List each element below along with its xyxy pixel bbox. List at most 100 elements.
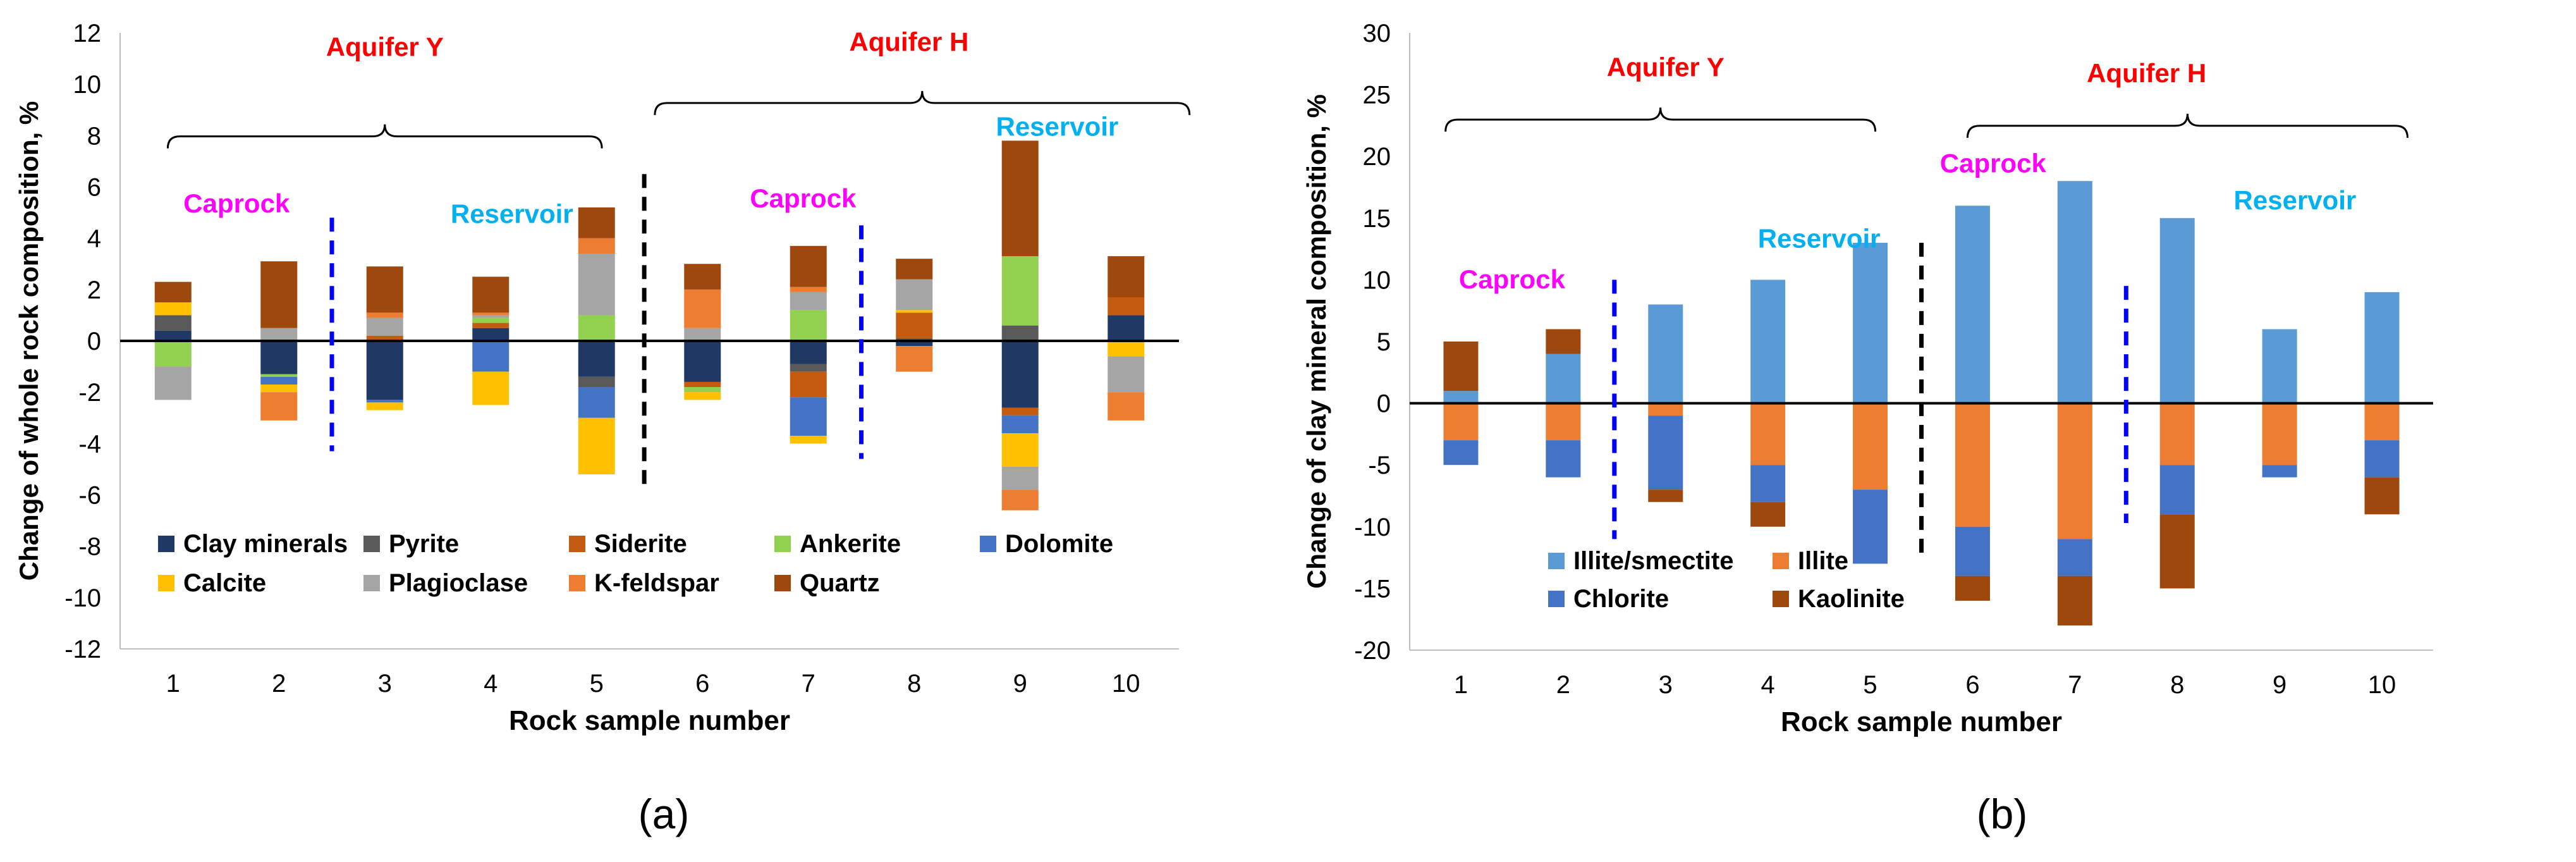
bar-illite-smectite-sample-2	[1546, 354, 1581, 403]
bar-plagioclase-sample-10	[1108, 356, 1145, 393]
bar-clay-minerals-sample-2	[260, 341, 298, 374]
bar-clay-minerals-sample-3	[366, 341, 403, 400]
bar-clay-minerals-sample-1	[154, 330, 192, 341]
y-tick-label: -4	[78, 430, 101, 458]
bar-kaolinite-sample-7	[2057, 576, 2092, 625]
x-tick-label: 8	[2170, 671, 2184, 699]
bar-quartz-sample-3	[366, 266, 403, 313]
bar-k-feldspar-sample-5	[578, 238, 615, 254]
x-tick-label: 5	[590, 670, 604, 698]
bar-chlorite-sample-10	[2364, 440, 2400, 477]
x-tick-label: 3	[1659, 671, 1673, 699]
bar-pyrite-sample-5	[578, 376, 615, 388]
y-tick-label: 15	[1363, 205, 1391, 233]
bar-k-feldspar-sample-6	[684, 289, 721, 328]
legend-label-ankerite: Ankerite	[800, 530, 901, 558]
bar-clay-minerals-sample-4	[472, 328, 510, 341]
legend-label-illite-smectite: Illite/smectite	[1573, 547, 1733, 575]
legend-swatch-ankerite	[774, 536, 791, 552]
bar-plagioclase-sample-4	[472, 315, 510, 318]
bar-quartz-sample-5	[578, 207, 615, 238]
legend-label-kaolinite: Kaolinite	[1798, 585, 1905, 613]
bar-calcite-sample-5	[578, 417, 615, 475]
bar-siderite-sample-8	[896, 312, 933, 338]
bar-quartz-sample-8	[896, 259, 933, 280]
bar-ankerite-sample-9	[1001, 256, 1039, 326]
bar-chlorite-sample-9	[2262, 465, 2297, 477]
x-tick-label: 2	[1556, 671, 1570, 699]
bar-illite-sample-5	[1853, 403, 1888, 490]
bar-siderite-sample-10	[1108, 297, 1145, 316]
x-tick-label: 9	[2273, 671, 2286, 699]
bar-k-feldspar-sample-4	[472, 312, 510, 316]
annotation-aquifer-h: Aquifer H	[849, 27, 968, 56]
y-tick-label: -5	[1368, 452, 1391, 479]
bar-clay-minerals-sample-9	[1001, 341, 1039, 408]
legend-label-calcite: Calcite	[183, 569, 266, 597]
bar-chlorite-sample-6	[1955, 526, 1990, 576]
bar-illite-sample-7	[2057, 403, 2092, 539]
bar-clay-minerals-sample-6	[684, 341, 721, 382]
legend-label-siderite: Siderite	[594, 530, 687, 558]
bar-calcite-sample-7	[790, 436, 827, 444]
bar-chlorite-sample-3	[1648, 416, 1683, 490]
bar-k-feldspar-sample-8	[896, 346, 933, 372]
annotation-aquifer-y: Aquifer Y	[1607, 52, 1724, 82]
bar-plagioclase-sample-1	[154, 366, 192, 400]
y-tick-label: 20	[1363, 143, 1391, 171]
bar-illite-sample-8	[2159, 403, 2195, 465]
bar-ankerite-sample-1	[154, 341, 192, 367]
legend-swatch-plagioclase	[363, 575, 380, 591]
y-tick-label: -10	[1354, 514, 1391, 541]
annotation-reservoir: Reservoir	[996, 111, 1118, 141]
annotation-caprock: Caprock	[750, 183, 857, 213]
legend-swatch-kaolinite	[1773, 591, 1789, 607]
x-tick-label: 1	[1454, 671, 1468, 699]
bar-illite-smectite-sample-4	[1750, 280, 1786, 403]
bar-k-feldspar-sample-3	[366, 312, 403, 318]
y-tick-label: 12	[73, 20, 102, 47]
bar-illite-sample-9	[2262, 403, 2297, 465]
annotation-reservoir: Reservoir	[1758, 224, 1881, 254]
y-tick-label: 10	[1363, 266, 1391, 294]
bar-chlorite-sample-7	[2057, 539, 2092, 576]
legend-label-dolomite: Dolomite	[1005, 530, 1113, 558]
x-tick-label: 3	[378, 670, 392, 698]
bar-illite-sample-4	[1750, 403, 1786, 465]
x-tick-label: 7	[2068, 671, 2082, 699]
bar-k-feldspar-sample-7	[790, 286, 827, 292]
bar-quartz-sample-10	[1108, 256, 1145, 298]
panel-label: (a)	[638, 791, 690, 837]
x-tick-label: 5	[1863, 671, 1877, 699]
bar-quartz-sample-9	[1001, 140, 1039, 257]
bar-illite-smectite-sample-7	[2057, 181, 2092, 403]
bar-ankerite-sample-7	[790, 310, 827, 341]
brace-0	[1444, 108, 1877, 132]
legend-label-chlorite: Chlorite	[1573, 585, 1669, 613]
bar-clay-minerals-sample-8	[896, 341, 933, 347]
bar-pyrite-sample-1	[154, 315, 192, 331]
bar-plagioclase-sample-3	[366, 317, 403, 336]
annotation-reservoir: Reservoir	[2234, 185, 2357, 215]
bar-dolomite-sample-3	[366, 400, 403, 403]
bar-clay-minerals-sample-10	[1108, 315, 1145, 341]
legend-swatch-illite	[1773, 553, 1789, 569]
legend-label-pyrite: Pyrite	[389, 530, 459, 558]
bar-plagioclase-sample-6	[684, 328, 721, 341]
bar-quartz-sample-6	[684, 264, 721, 290]
x-tick-label: 4	[484, 670, 497, 698]
x-tick-label: 8	[907, 670, 921, 698]
bar-calcite-sample-1	[154, 302, 192, 316]
bar-illite-sample-6	[1955, 403, 1990, 527]
bar-k-feldspar-sample-2	[260, 392, 298, 421]
bar-illite-smectite-sample-8	[2159, 218, 2195, 403]
bar-chlorite-sample-2	[1546, 440, 1581, 477]
y-tick-label: -15	[1354, 575, 1391, 603]
bar-quartz-sample-4	[472, 276, 510, 313]
y-tick-label: 0	[1377, 390, 1391, 418]
legend-swatch-pyrite	[363, 536, 380, 552]
bar-ankerite-sample-6	[684, 387, 721, 393]
x-tick-label: 1	[166, 670, 180, 698]
